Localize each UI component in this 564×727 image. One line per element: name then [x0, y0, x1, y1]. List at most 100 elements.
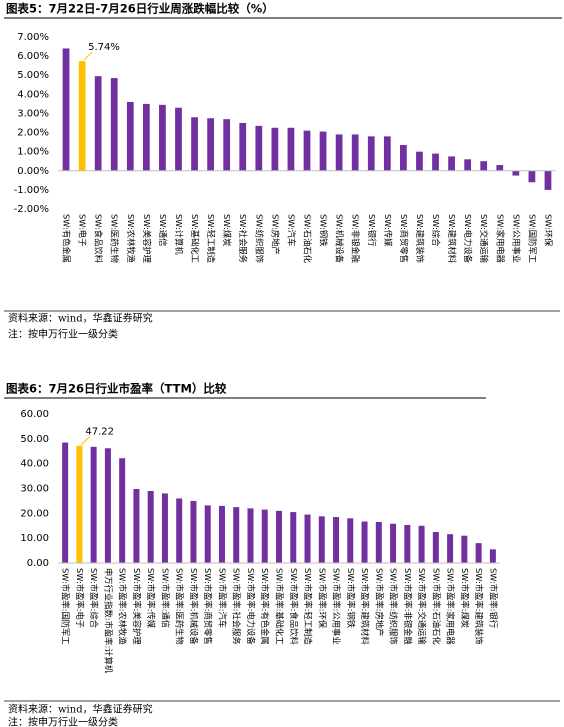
bar	[432, 531, 439, 563]
y-tick-label: 3.00%	[17, 108, 49, 119]
bar	[318, 516, 325, 563]
x-tick-label: SW:电子	[78, 214, 88, 246]
y-tick-label: 0.00%	[17, 166, 49, 177]
x-tick-label: SW:市盈率:农林牧渔	[118, 568, 128, 645]
y-tick-label: 0.00	[27, 558, 49, 569]
bar	[290, 512, 297, 563]
x-tick-label: SW:市盈率:商贸零售	[203, 568, 213, 645]
bar	[432, 153, 439, 171]
bar	[142, 103, 150, 171]
x-tick-label: SW:市盈率:食品饮料	[289, 568, 299, 645]
x-tick-label: SW:市盈率:家用电器	[446, 568, 456, 645]
x-tick-label: SW:市盈率:综合	[89, 568, 99, 629]
x-tick-label: SW:机械设备	[335, 214, 345, 264]
y-tick-label: 5.00%	[17, 70, 49, 81]
bar	[351, 134, 359, 171]
bar	[191, 117, 198, 171]
bar	[496, 165, 504, 171]
bar	[335, 134, 343, 171]
x-tick-label: SW:有色金属	[62, 214, 72, 263]
bar	[304, 514, 311, 563]
x-tick-label: SW:国防军工	[527, 214, 537, 263]
y-tick-label: 4.00%	[17, 89, 49, 100]
x-tick-label: SW:市盈率:房地产	[374, 568, 384, 636]
y-tick-label: 40.00	[20, 459, 49, 470]
x-tick-label: SW:市盈率:医药生物	[175, 568, 185, 645]
bar	[367, 136, 375, 171]
bar	[375, 522, 382, 563]
x-tick-label: SW:房地产	[270, 214, 280, 255]
bar	[464, 159, 472, 171]
x-tick-label: SW:建筑材料	[447, 214, 457, 264]
x-tick-label: SW:市盈率:公用事业	[332, 568, 342, 645]
y-tick-label: 30.00	[20, 484, 49, 495]
bar	[489, 549, 496, 563]
x-tick-label: SW:公用事业	[511, 214, 521, 263]
bar	[223, 119, 231, 171]
x-tick-label: SW:银行	[367, 214, 377, 246]
x-tick-label: SW:纺织服饰	[254, 214, 264, 263]
bar	[239, 123, 247, 171]
x-tick-label: SW:市盈率:钢铁	[346, 568, 356, 628]
x-tick-label: SW:医药生物	[110, 214, 120, 263]
bar	[333, 517, 340, 563]
bar	[544, 170, 552, 190]
y-tick-label: -2.00%	[14, 204, 49, 215]
x-tick-label: SW:市盈率:通信	[160, 568, 170, 628]
x-tick-label: SW:市盈率:环保	[317, 568, 327, 629]
chart-title: 图表6：7月26日行业市盈率（TTM）比较	[6, 382, 227, 396]
bar	[161, 493, 168, 563]
x-tick-label: SW:市盈率:有色金属	[260, 568, 270, 645]
bar	[303, 130, 311, 171]
bar	[418, 525, 425, 563]
x-tick-label: SW:市盈率:煤炭	[460, 568, 470, 628]
source: 资料来源：wind，华鑫证券研究	[8, 703, 153, 716]
bar	[126, 101, 134, 171]
bar	[512, 170, 520, 176]
x-tick-label: SW:市盈率:社会服务	[232, 568, 242, 645]
y-tick-label: 7.00%	[17, 32, 49, 43]
x-tick-label: SW:农林牧渔	[126, 214, 136, 263]
bar	[447, 534, 454, 563]
bar	[400, 144, 407, 171]
bar	[204, 505, 211, 563]
bar	[480, 161, 488, 171]
x-tick-label: SW:轻工制造	[206, 214, 216, 264]
x-tick-label: SW:市盈率:基础化工	[275, 568, 285, 645]
x-tick-label: SW:市盈率:石油石化	[431, 568, 441, 645]
x-tick-label: SW:市盈率:电力设备	[246, 568, 256, 645]
x-tick-label: SW:石油石化	[303, 214, 313, 263]
data-label: 47.22	[85, 427, 114, 438]
x-tick-label: 申万行业指数:市盈率:计算机	[103, 568, 113, 674]
x-tick-label: SW:市盈率:交通运输	[417, 568, 427, 645]
bar	[62, 442, 69, 563]
bar	[62, 48, 70, 171]
bar	[319, 131, 327, 171]
y-tick-label: 6.00%	[17, 51, 49, 62]
y-tick-label: -1.00%	[14, 185, 49, 196]
bar	[78, 61, 86, 171]
bar	[104, 448, 111, 563]
x-tick-label: SW:市盈率:机械设备	[189, 568, 199, 645]
note: 注：按申万行业一级分类	[8, 716, 118, 727]
bar	[218, 505, 225, 563]
bar	[347, 518, 354, 563]
x-tick-label: SW:市盈率:汽车	[217, 568, 227, 628]
bar	[287, 127, 295, 171]
y-tick-label: 50.00	[20, 434, 49, 445]
x-tick-label: SW:食品饮料	[94, 214, 104, 264]
x-tick-label: SW:非银金融	[351, 214, 361, 263]
bar	[271, 127, 279, 171]
bar	[175, 107, 182, 171]
bar	[390, 523, 397, 563]
x-tick-label: SW:钢铁	[319, 214, 329, 246]
bar	[147, 490, 154, 563]
bar	[190, 500, 197, 563]
bar	[416, 151, 423, 171]
bar	[110, 78, 118, 171]
bar	[159, 104, 166, 171]
x-tick-label: SW:商贸零售	[399, 214, 409, 263]
x-tick-label: SW:综合	[431, 214, 441, 247]
x-tick-label: SW:市盈率:国防军工	[61, 568, 71, 645]
